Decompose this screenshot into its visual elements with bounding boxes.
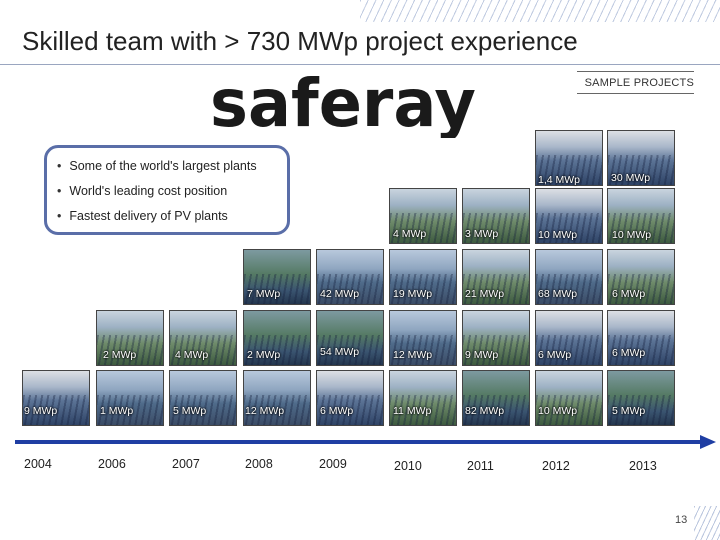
project-capacity: 82 MWp (465, 405, 505, 417)
project-capacity: 10 MWp (538, 229, 578, 241)
project-capacity: 68 MWp (538, 288, 578, 300)
project-capacity: 2 MWp (247, 349, 281, 361)
project-photo (389, 370, 457, 426)
project-capacity: 9 MWp (465, 349, 499, 361)
project-capacity: 1 MWp (100, 405, 134, 417)
project-capacity: 9 MWp (24, 405, 58, 417)
project-capacity: 10 MWp (612, 229, 652, 241)
sample-projects-label: SAMPLE PROJECTS (577, 71, 694, 94)
saferay-logo: saferay (210, 70, 476, 138)
project-photo (535, 130, 603, 186)
project-photo (316, 370, 384, 426)
project-capacity: 5 MWp (173, 405, 207, 417)
year-label: 2007 (172, 457, 200, 471)
project-photo (389, 188, 457, 244)
project-capacity: 6 MWp (612, 288, 646, 300)
bullet-fastest-delivery: Fastest delivery of PV plants (57, 204, 287, 229)
project-photo (535, 249, 603, 305)
year-label: 2013 (629, 459, 657, 473)
project-capacity: 6 MWp (320, 405, 354, 417)
project-photo (462, 310, 530, 366)
highlights-box: Some of the world's largest plants World… (44, 145, 290, 235)
project-photo (316, 310, 384, 366)
page-number: 13 (675, 514, 688, 526)
project-capacity: 12 MWp (245, 405, 285, 417)
project-capacity: 12 MWp (393, 349, 433, 361)
project-photo (243, 310, 311, 366)
project-photo (243, 370, 311, 426)
timeline-axis (15, 440, 703, 444)
project-photo (607, 130, 675, 186)
project-photo (389, 310, 457, 366)
project-capacity: 10 MWp (538, 405, 578, 417)
project-photo (169, 370, 237, 426)
year-label: 2011 (467, 459, 494, 473)
svg-text:saferay: saferay (210, 70, 476, 138)
project-capacity: 21 MWp (465, 288, 505, 300)
project-capacity: 42 MWp (320, 288, 360, 300)
top-decoration (0, 0, 720, 22)
project-photo (96, 370, 164, 426)
project-capacity: 1,4 MWp (538, 174, 581, 186)
project-capacity: 6 MWp (538, 349, 572, 361)
project-photo (462, 249, 530, 305)
project-photo (535, 310, 603, 366)
year-label: 2010 (394, 459, 422, 473)
project-photo (607, 370, 675, 426)
bullet-largest-plants: Some of the world's largest plants (57, 154, 287, 179)
year-label: 2008 (245, 457, 273, 471)
project-photo (389, 249, 457, 305)
project-capacity: 54 MWp (320, 346, 360, 358)
project-capacity: 2 MWp (103, 349, 137, 361)
project-photo (607, 188, 675, 244)
bullet-cost-position: World's leading cost position (57, 179, 287, 204)
project-capacity: 5 MWp (612, 405, 646, 417)
project-capacity: 30 MWp (611, 172, 651, 184)
project-photo (316, 249, 384, 305)
project-photo (462, 188, 530, 244)
year-label: 2009 (319, 457, 347, 471)
project-photo (607, 249, 675, 305)
timeline-arrow-head (700, 435, 716, 449)
year-label: 2004 (24, 457, 52, 471)
project-photo (462, 370, 530, 426)
project-photo (535, 370, 603, 426)
project-capacity: 6 MWp (612, 347, 646, 359)
project-photo (169, 310, 237, 366)
slide-title: Skilled team with > 730 MWp project expe… (22, 26, 578, 56)
project-capacity: 4 MWp (175, 349, 209, 361)
project-photo (535, 188, 603, 244)
project-capacity: 19 MWp (393, 288, 433, 300)
project-capacity: 4 MWp (393, 228, 427, 240)
project-capacity: 3 MWp (465, 228, 499, 240)
project-photo (607, 310, 675, 366)
title-divider (0, 64, 720, 65)
project-photo (96, 310, 164, 366)
corner-decoration (694, 506, 720, 540)
year-label: 2012 (542, 459, 570, 473)
project-photo (22, 370, 90, 426)
project-capacity: 11 MWp (393, 405, 432, 417)
project-photo (243, 249, 311, 305)
year-label: 2006 (98, 457, 126, 471)
project-capacity: 7 MWp (247, 288, 281, 300)
